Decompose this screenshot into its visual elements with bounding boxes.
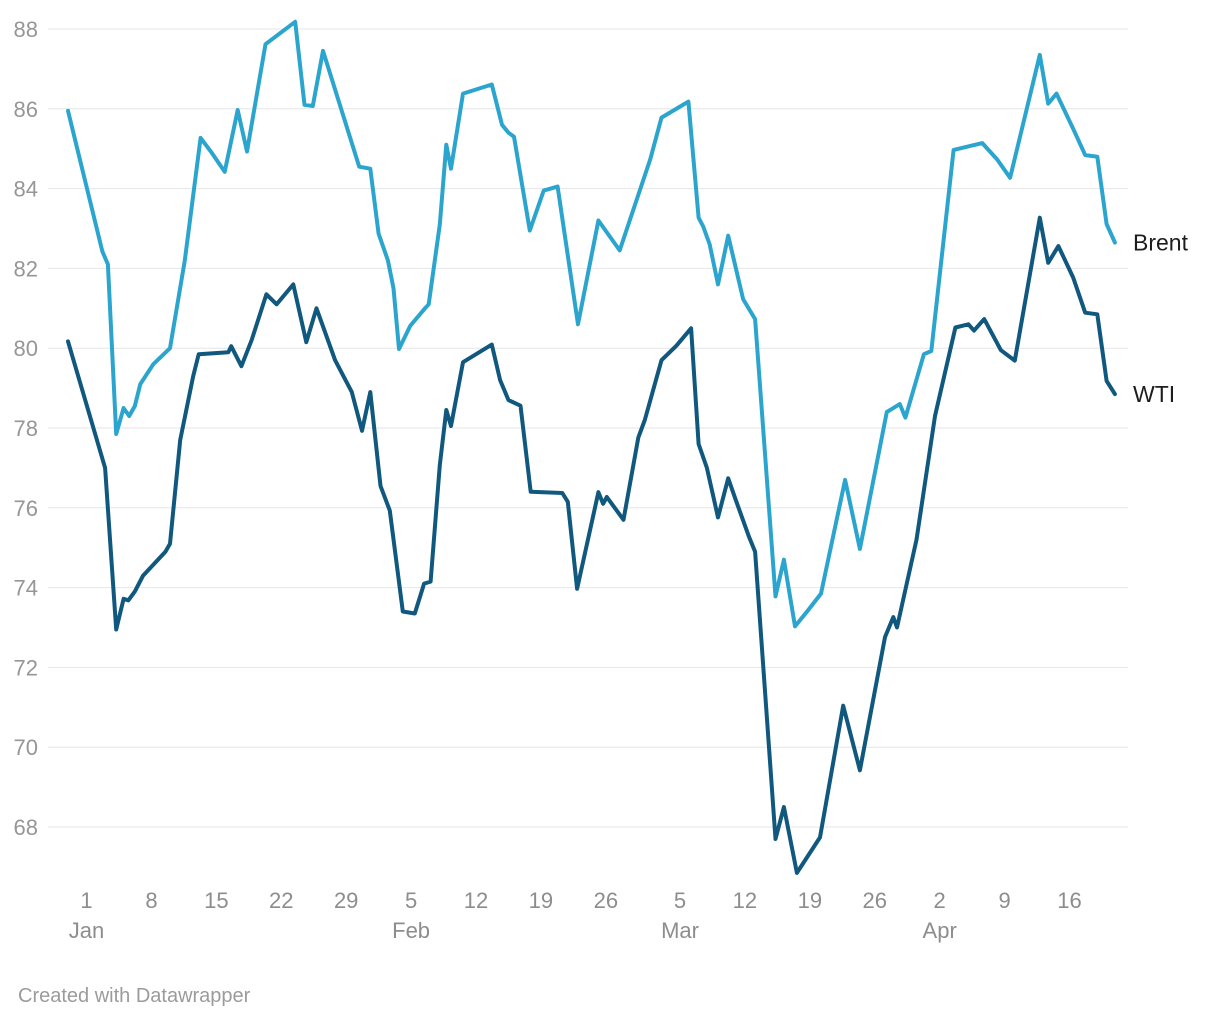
y-axis-label-82: 82 <box>14 256 38 281</box>
y-axis-label-86: 86 <box>14 97 38 122</box>
series-label-wti: WTI <box>1133 381 1175 407</box>
y-axis-label-72: 72 <box>14 655 38 680</box>
x-axis-label-9: 9 <box>998 888 1010 913</box>
y-axis-label-74: 74 <box>14 576 38 601</box>
x-axis-label-16: 16 <box>1057 888 1081 913</box>
x-axis-label-19: 19 <box>529 888 553 913</box>
y-axis-label-76: 76 <box>14 496 38 521</box>
y-axis-label-80: 80 <box>14 336 38 361</box>
y-axis-label-68: 68 <box>14 815 38 840</box>
y-axis-label-78: 78 <box>14 416 38 441</box>
x-axis-month-label-Apr: Apr <box>923 918 957 943</box>
attribution: Created with Datawrapper <box>18 985 251 1007</box>
y-axis-label-70: 70 <box>14 735 38 760</box>
x-axis-month-label-Jan: Jan <box>69 918 104 943</box>
x-axis-label-Mar-5: 5 <box>674 888 686 913</box>
x-axis-label-Apr-2: 2 <box>934 888 946 913</box>
x-axis-label-22: 22 <box>269 888 293 913</box>
series-line-brent <box>66 19 1117 629</box>
series-line-wti <box>66 215 1117 875</box>
x-axis-label-Jan-1: 1 <box>80 888 92 913</box>
x-axis-label-12: 12 <box>733 888 757 913</box>
x-axis-label-Feb-5: 5 <box>405 888 417 913</box>
series-label-brent: Brent <box>1133 229 1189 255</box>
x-axis-label-19: 19 <box>798 888 822 913</box>
x-axis-month-label-Feb: Feb <box>392 918 430 943</box>
x-axis-label-8: 8 <box>145 888 157 913</box>
x-axis-label-12: 12 <box>464 888 488 913</box>
x-axis-label-26: 26 <box>594 888 618 913</box>
y-axis-label-88: 88 <box>14 17 38 42</box>
x-axis-label-26: 26 <box>863 888 887 913</box>
y-axis-label-84: 84 <box>14 177 38 202</box>
x-axis-label-29: 29 <box>334 888 358 913</box>
x-axis-month-label-Mar: Mar <box>661 918 699 943</box>
x-axis-label-15: 15 <box>204 888 228 913</box>
